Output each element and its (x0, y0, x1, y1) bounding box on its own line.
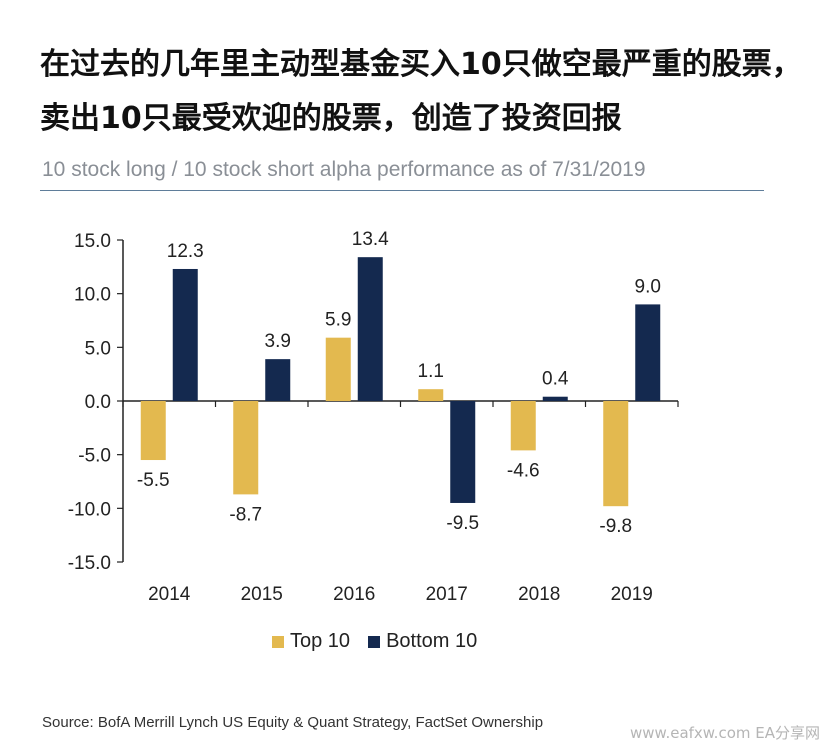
chart-axes: 15.0 10.0 5.0 0.0 -5.0 -10.0 -15.0 2014 2015 2016… (68, 231, 679, 605)
data-label: -8.7 (229, 504, 262, 525)
legend-swatch-bottom10 (368, 635, 381, 648)
bar-top10 (325, 337, 351, 401)
chart-data-labels: -5.5 12.3 -8.7 3.9 5.9 13.4 1.1 -9.5 -4.6 0.4 -9.8… (137, 229, 661, 537)
chart-subtitle: 10 stock long / 10 stock short alpha per… (42, 158, 646, 181)
y-tick-label: 0.0 (85, 392, 111, 413)
chart-bars (140, 257, 661, 507)
x-tick-label: 2016 (333, 584, 375, 605)
y-tick-label: 15.0 (74, 231, 111, 252)
bar-top10 (418, 389, 444, 401)
data-label: 12.3 (167, 241, 204, 262)
legend-item-bottom10: Bottom 10 (368, 630, 477, 653)
bar-bottom10 (635, 304, 661, 401)
data-label: 0.4 (542, 369, 569, 390)
bar-top10 (603, 401, 629, 507)
data-label: 3.9 (265, 331, 291, 352)
y-tick-label: -5.0 (78, 446, 111, 467)
y-tick-label: -15.0 (68, 553, 111, 574)
data-label: 1.1 (418, 361, 444, 382)
bar-top10 (233, 401, 259, 495)
headline: 在过去的几年里主动型基金买入10只做空最严重的股票，卖出10只最受欢迎的股票，创… (40, 47, 802, 136)
data-label: -9.8 (599, 516, 632, 537)
x-tick-label: 2018 (518, 584, 560, 605)
x-tick-label: 2017 (426, 584, 468, 605)
bar-bottom10 (172, 268, 198, 401)
x-tick-label: 2015 (241, 584, 283, 605)
x-tick-label: 2014 (148, 584, 191, 605)
bar-bottom10 (265, 359, 291, 401)
data-label: -9.5 (446, 513, 479, 534)
legend-label-bottom10: Bottom 10 (386, 630, 478, 652)
legend-swatch-top10 (272, 635, 284, 648)
data-label: 9.0 (635, 276, 661, 297)
bar-top10 (510, 401, 536, 451)
data-label: 5.9 (325, 310, 351, 331)
y-tick-label: -10.0 (68, 499, 111, 520)
data-label: 13.4 (352, 229, 389, 250)
bar-chart: 15.0 10.0 5.0 0.0 -5.0 -10.0 -15.0 2014 2015 2016… (68, 229, 679, 605)
data-label: -4.6 (507, 460, 540, 481)
legend: Top 10 Bottom 10 (272, 630, 495, 653)
watermark: www.eafxw.com EA分享网 (630, 724, 820, 742)
y-tick-label: 5.0 (85, 338, 111, 359)
bar-bottom10 (357, 257, 383, 401)
bar-bottom10 (450, 401, 476, 503)
source-note: Source: BofA Merrill Lynch US Equity & Q… (42, 714, 544, 731)
y-tick-label: 10.0 (74, 285, 111, 306)
data-label: -5.5 (137, 470, 170, 491)
legend-label-top10: Top 10 (290, 630, 351, 652)
x-tick-label: 2019 (611, 584, 653, 605)
legend-item-top10: Top 10 (272, 630, 350, 653)
bar-top10 (140, 401, 166, 461)
bar-bottom10 (542, 396, 568, 401)
subtitle-divider (40, 190, 764, 191)
